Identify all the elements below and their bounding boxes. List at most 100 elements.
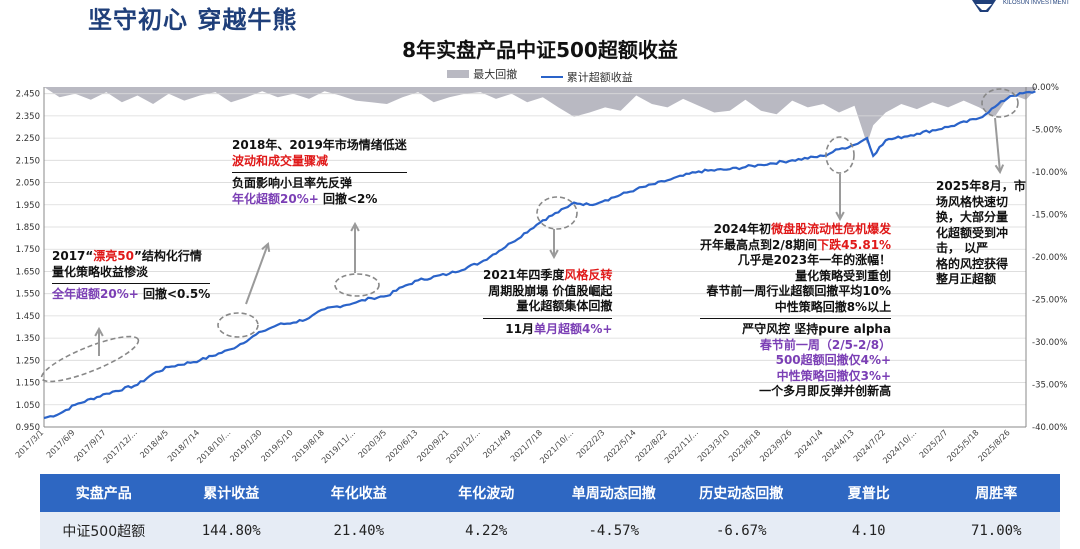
ann-2017-l1a: 2017“ [52, 249, 94, 263]
page-title: 坚守初心 穿越牛熊 [88, 6, 298, 34]
ann-2025-l2: 场风格快速切 [936, 194, 1009, 209]
y-left-tick-label: 0.950 [16, 423, 40, 433]
x-tick-label: 2017/12/... [102, 428, 139, 465]
annotation-2018: 2018年、2019年市场情绪低迷 波动和成交量骤减 负面影响小且率先反弹 年化… [232, 138, 407, 207]
ann-2018-l4a: 年化超额20%+ [232, 191, 319, 206]
chart-title: 8年实盘产品中证500超额收益 [402, 38, 678, 62]
y-right-tick-label: -5.00% [1032, 126, 1062, 136]
stats-cell-hist-dd: -6.67% [677, 512, 805, 549]
ann-2017-l3b: 回撤<0.5% [138, 287, 211, 301]
x-tick-label: 2025/5/18 [945, 428, 980, 463]
y-left-tick-label: 1.350 [16, 334, 40, 344]
ann-2021-l1a: 2021年四季度 [483, 268, 565, 282]
annotation-2021: 2021年四季度风格反转 周期股崩塌 价值股崛起 量化超额集体回撤 11月单月超… [483, 268, 613, 337]
y-right-tick-label: -25.00% [1032, 296, 1067, 306]
stats-header-sharpe: 夏普比 [805, 474, 933, 512]
ann-2025-l7: 整月正超额 [936, 272, 997, 286]
y-right-tick-label: 0.00% [1032, 83, 1059, 93]
ann-2024-l2b: 下跌45.81% [817, 237, 892, 252]
x-tick-label: 2020/12/... [445, 428, 482, 465]
y-left-tick-label: 1.450 [16, 312, 40, 322]
ann-2025-l3: 换，大部分量 [936, 210, 1009, 224]
y-left-tick-label: 1.650 [16, 267, 40, 277]
ann-2024-l7: 严守风控 坚持pure alpha [742, 322, 892, 336]
y-left-tick-label: 1.250 [16, 356, 40, 366]
x-tick-label: 2018/4/5 [138, 428, 170, 460]
x-tick-label: 2023/6/18 [727, 428, 762, 463]
y-left-tick-label: 1.550 [16, 290, 40, 300]
ann-2021-l4a: 11月 [505, 321, 534, 336]
stats-header-annual-vol: 年化波动 [422, 474, 550, 512]
x-tick-label: 2017/6/9 [45, 428, 77, 460]
y-left-tick-label: 1.150 [16, 379, 40, 389]
y-left-tick-label: 2.050 [16, 179, 40, 189]
x-tick-label: 2025/8/26 [976, 428, 1011, 463]
annotation-2017: 2017“漂亮50”结构化行情 量化策略收益惨淡 全年超额20%+ 回撤<0.5… [52, 249, 211, 303]
highlight-ellipse [536, 196, 578, 230]
arrow-head [994, 164, 1005, 175]
arrow-head [549, 249, 559, 260]
stats-header-cumulative: 累计收益 [167, 474, 295, 512]
y-right-tick-label: -15.00% [1032, 211, 1067, 221]
annotation-2024: 2024年初微盘股流动性危机爆发 开年最高点到2/8期间下跌45.81% 几乎是… [700, 222, 892, 400]
highlight-ellipse [825, 136, 855, 174]
ann-2018-l3: 负面影响小且率先反弹 [232, 176, 353, 190]
stats-cell-product: 中证500超额 [40, 512, 168, 549]
logo-text: KILOSUN INVESTMENT [1003, 0, 1070, 6]
stats-cell-weekly-dd: -4.57% [550, 512, 678, 549]
ann-2024-l1b: 微盘股流动性危机爆发 [771, 222, 892, 236]
ann-2018-l2: 波动和成交量骤减 [232, 153, 329, 168]
ann-2024-l6: 中性策略回撤8%以上 [774, 299, 892, 314]
x-tick-label: 2022/11/... [663, 428, 700, 465]
x-tick-label: 2021/10/... [538, 428, 575, 465]
stats-cell-winrate: 71.00% [932, 512, 1060, 549]
ann-2025-l6: 格的风控获得 [936, 256, 1009, 271]
stats-header-product: 实盘产品 [40, 474, 168, 512]
x-tick-label: 2021/4/9 [481, 428, 513, 460]
excess-return-chart: 0.950 1.050 1.150 1.250 1.350 1.450 1.550 1.650… [14, 83, 1068, 465]
ann-2021-l1b: 风格反转 [564, 268, 613, 282]
x-tick-label: 2024/4/13 [821, 428, 856, 463]
highlight-ellipse [40, 335, 140, 383]
stats-header-row: 实盘产品 累计收益 年化收益 年化波动 单周动态回撤 历史动态回撤 夏普比 周胜… [40, 474, 1060, 512]
y-right-tick-label: -10.00% [1032, 168, 1067, 178]
chart-legend: 最大回撤 累计超额收益 [0, 66, 1080, 85]
legend-drawdown-swatch [447, 70, 470, 78]
ann-2025-l4: 化超额受到冲 [936, 225, 1009, 240]
ann-2017-l1c: ”结构化行情 [134, 249, 202, 263]
y-left-tick-label: 1.750 [16, 245, 40, 255]
excess-return-line [43, 90, 1036, 420]
ann-2024-l1a: 2024年初 [713, 222, 772, 236]
y-left-tick-label: 2.450 [16, 90, 40, 100]
company-logo [972, 0, 996, 12]
arrow-shaft [994, 117, 1001, 173]
y-left-tick-label: 1.850 [16, 223, 40, 233]
ann-2017-l2: 量化策略收益惨淡 [52, 264, 149, 279]
performance-stats-table: 实盘产品 累计收益 年化收益 年化波动 单周动态回撤 历史动态回撤 夏普比 周胜… [40, 474, 1060, 549]
highlight-ellipse [334, 273, 380, 297]
stats-cell-cumulative: 144.80% [167, 512, 295, 549]
arrow-head [94, 326, 104, 337]
x-tick-label: 2019/5/10 [259, 428, 294, 463]
x-tick-label: 2020/6/13 [384, 428, 419, 463]
stats-header-annual-return: 年化收益 [295, 474, 423, 512]
ann-2021-l4b: 单月超额4%+ [533, 321, 613, 336]
ann-2018-divider [232, 172, 407, 173]
arrow-head [261, 242, 271, 253]
highlight-ellipse [981, 88, 1019, 118]
ann-2024-l10: 中性策略回撤仅3%+ [776, 368, 892, 383]
x-tick-label: 2022/5/14 [602, 428, 637, 463]
ann-2024-divider [700, 318, 892, 319]
ann-2021-l3: 量化超额集体回撤 [516, 299, 613, 313]
drawdown-area [44, 87, 1036, 144]
highlight-ellipse [217, 312, 259, 338]
y-left-tick-label: 2.350 [16, 112, 40, 122]
ann-2024-l11: 一个多月即反弹并创新高 [759, 384, 892, 398]
ann-2024-l9: 500超额回撤仅4%+ [775, 353, 892, 367]
legend-drawdown-label: 最大回撤 [473, 68, 518, 81]
y-right-tick-label: -30.00% [1032, 338, 1067, 348]
legend-excess-return-swatch [540, 76, 563, 78]
stats-cell-annual-vol: 4.22% [422, 512, 550, 549]
ann-2017-l1b: 漂亮50 [93, 249, 134, 263]
y-right-tick-label: -35.00% [1032, 381, 1067, 391]
